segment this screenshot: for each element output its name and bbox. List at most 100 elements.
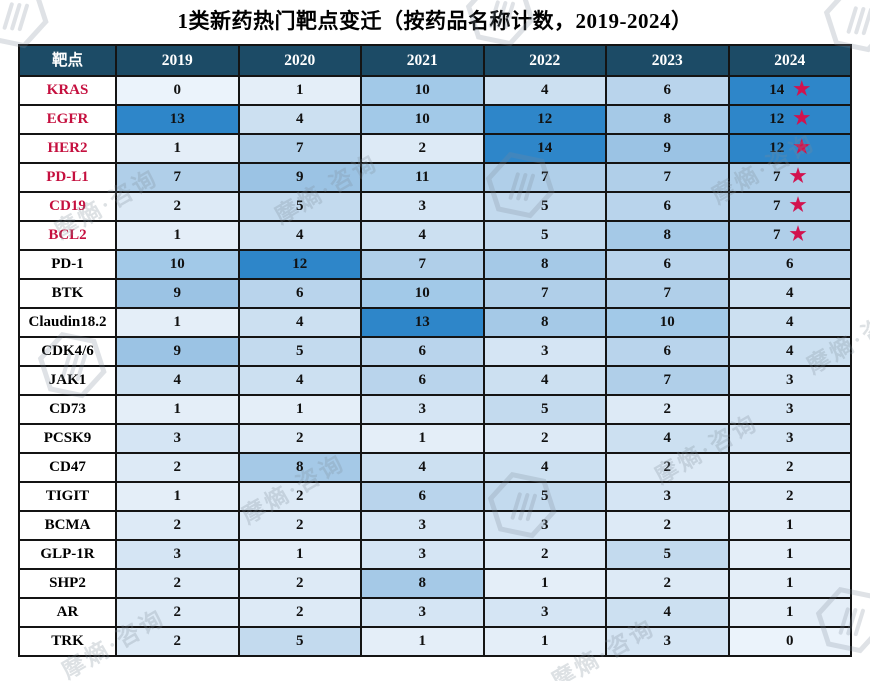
cell-value: 1 bbox=[173, 488, 182, 504]
value-cell: 1 bbox=[727, 568, 852, 599]
value-cell: 3 bbox=[727, 365, 852, 396]
value-cell: 8 bbox=[605, 220, 730, 251]
cell-value: 2 bbox=[173, 575, 182, 591]
cell-value: 3 bbox=[541, 517, 549, 533]
table-row: SHP2 2 2 8 1 2 1 bbox=[18, 568, 852, 599]
value-cell: 8 bbox=[605, 104, 730, 135]
value-cell: 3 bbox=[360, 597, 485, 628]
cell-value: 2 bbox=[173, 604, 182, 620]
value-cell: 1 bbox=[115, 307, 240, 338]
value-cell: 2 bbox=[115, 191, 240, 222]
cell-value: 14 bbox=[769, 82, 785, 98]
cell-value: 12 bbox=[769, 140, 785, 156]
cell-value: 13 bbox=[169, 111, 185, 127]
cell-value: 2 bbox=[663, 517, 672, 533]
value-cell: 5 bbox=[605, 539, 730, 570]
cell-value: 4 bbox=[541, 459, 549, 475]
table-row: PD-1 10 12 7 8 6 6 bbox=[18, 249, 852, 280]
value-cell: 2 bbox=[237, 568, 362, 599]
value-cell: 1 bbox=[115, 220, 240, 251]
cell-value: 2 bbox=[296, 604, 304, 620]
cell-value: 1 bbox=[173, 401, 182, 417]
cell-value: 7 bbox=[663, 372, 672, 388]
cell-value: 6 bbox=[296, 285, 304, 301]
value-cell: 1 bbox=[482, 568, 607, 599]
cell-value: 1 bbox=[296, 401, 304, 417]
cell-value: 3 bbox=[418, 401, 427, 417]
target-label: KRAS bbox=[18, 75, 117, 106]
value-cell: 14 ★ bbox=[727, 75, 852, 106]
table-row: PCSK9 3 2 1 2 4 3 bbox=[18, 423, 852, 454]
value-cell: 10 bbox=[115, 249, 240, 280]
cell-value: 2 bbox=[663, 401, 672, 417]
cell-value: 10 bbox=[659, 314, 675, 330]
cell-value: 6 bbox=[418, 488, 427, 504]
cell-value: 1 bbox=[786, 575, 794, 591]
table-row: BCMA 2 2 3 3 2 1 bbox=[18, 510, 852, 541]
target-label: PCSK9 bbox=[18, 423, 117, 454]
table-row: CD47 2 8 4 4 2 2 bbox=[18, 452, 852, 483]
table-row: JAK1 4 4 6 4 7 3 bbox=[18, 365, 852, 396]
value-cell: 10 bbox=[360, 278, 485, 309]
table-row: HER2 1 7 2 14 9 12 ★ bbox=[18, 133, 852, 164]
value-cell: 3 bbox=[360, 394, 485, 425]
table-row: PD-L1 7 9 11 7 7 7 ★ bbox=[18, 162, 852, 193]
heatmap-table: 靶点 2019 2020 2021 2022 2023 2024 KRAS 0 1 10 4 6 14 ★… bbox=[18, 44, 852, 657]
value-cell: 1 bbox=[727, 510, 852, 541]
cell-value: 1 bbox=[173, 140, 182, 156]
cell-value: 4 bbox=[663, 604, 672, 620]
value-cell: 3 bbox=[360, 191, 485, 222]
cell-value: 2 bbox=[173, 459, 182, 475]
value-cell: 4 bbox=[727, 278, 852, 309]
target-label: BCMA bbox=[18, 510, 117, 541]
value-cell: 5 bbox=[237, 191, 362, 222]
value-cell: 7 bbox=[482, 278, 607, 309]
cell-value: 10 bbox=[414, 285, 430, 301]
cell-value: 10 bbox=[414, 111, 430, 127]
value-cell: 0 bbox=[115, 75, 240, 106]
cell-value: 3 bbox=[173, 430, 182, 446]
value-cell: 4 bbox=[360, 452, 485, 483]
value-cell: 3 bbox=[360, 510, 485, 541]
cell-value: 2 bbox=[296, 488, 304, 504]
cell-value: 3 bbox=[418, 546, 427, 562]
cell-value: 3 bbox=[418, 517, 427, 533]
cell-value: 10 bbox=[169, 256, 185, 272]
cell-value: 7 bbox=[296, 140, 304, 156]
cell-value: 5 bbox=[296, 198, 304, 214]
value-cell: 3 bbox=[482, 510, 607, 541]
value-cell: 1 bbox=[115, 394, 240, 425]
target-label: HER2 bbox=[18, 133, 117, 164]
page-title: 1类新药热门靶点变迁（按药品名称计数，2019-2024） bbox=[177, 9, 693, 33]
cell-value: 5 bbox=[296, 633, 304, 649]
target-label: TRK bbox=[18, 626, 117, 657]
star-icon: ★ bbox=[793, 137, 811, 158]
value-cell: 2 bbox=[115, 568, 240, 599]
year-column-header: 2020 bbox=[237, 44, 362, 77]
value-cell: 2 bbox=[727, 481, 852, 512]
value-cell: 2 bbox=[237, 510, 362, 541]
star-icon: ★ bbox=[789, 166, 807, 187]
cell-value: 1 bbox=[296, 82, 304, 98]
value-cell: 3 bbox=[115, 423, 240, 454]
value-cell: 2 bbox=[237, 481, 362, 512]
value-cell: 4 bbox=[482, 75, 607, 106]
value-cell: 10 bbox=[360, 104, 485, 135]
value-cell: 6 bbox=[605, 336, 730, 367]
cell-value: 7 bbox=[173, 169, 182, 185]
cell-value: 1 bbox=[786, 546, 794, 562]
cell-value: 3 bbox=[541, 604, 549, 620]
target-label: Claudin18.2 bbox=[18, 307, 117, 338]
cell-value: 1 bbox=[786, 604, 794, 620]
target-label: JAK1 bbox=[18, 365, 117, 396]
value-cell: 1 bbox=[727, 597, 852, 628]
table-row: KRAS 0 1 10 4 6 14 ★ bbox=[18, 75, 852, 106]
value-cell: 4 bbox=[360, 220, 485, 251]
value-cell: 4 bbox=[237, 220, 362, 251]
value-cell: 5 bbox=[482, 220, 607, 251]
target-label: SHP2 bbox=[18, 568, 117, 599]
target-label: CD19 bbox=[18, 191, 117, 222]
value-cell: 12 bbox=[482, 104, 607, 135]
cell-value: 12 bbox=[769, 111, 785, 127]
cell-value: 7 bbox=[663, 285, 672, 301]
